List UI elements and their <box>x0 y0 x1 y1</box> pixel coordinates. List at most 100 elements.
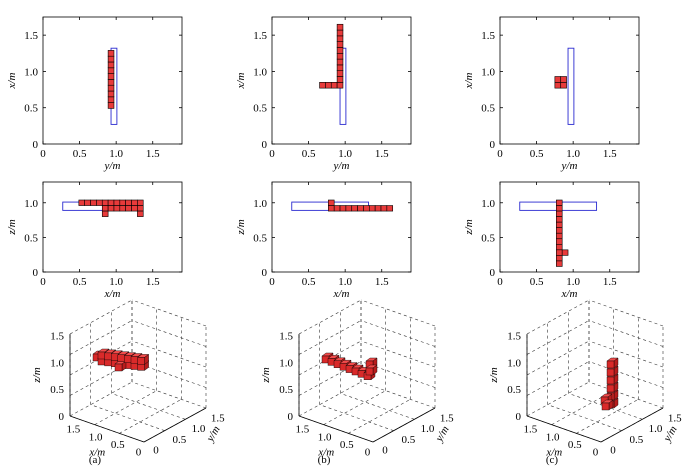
y-tick-label: 1.0 <box>481 66 495 78</box>
voxel-front <box>117 354 126 362</box>
y-tick-label: 0 <box>382 444 388 456</box>
data-cell <box>137 205 144 212</box>
data-cell <box>107 84 115 92</box>
data-cell <box>561 249 569 256</box>
y-tick-label: 0 <box>33 139 39 151</box>
y-axis-label: x/m <box>6 73 18 90</box>
floor-grid-line <box>588 381 664 409</box>
z-axis-label: z/m <box>488 367 500 383</box>
x-tick-label: 1.0 <box>338 148 352 160</box>
data-cell <box>357 205 364 212</box>
data-cell <box>556 244 563 251</box>
x-tick-label: 0 <box>269 148 275 160</box>
y-axis-line <box>143 407 207 443</box>
data-cell <box>556 221 563 228</box>
subplot-b-3d: 1.51.00.50x/m 00.51.01.5y/m00.51.01.5z/m(… <box>260 299 454 466</box>
data-cell <box>131 205 138 212</box>
x-tick-label: 0.5 <box>73 276 87 288</box>
data-cell <box>119 199 126 206</box>
floor-grid-line <box>90 404 165 431</box>
y-tick-label: 1.0 <box>481 198 495 210</box>
data-cell <box>556 205 563 212</box>
y-tick-label: 0.5 <box>401 434 415 446</box>
y-tick-label: 1.5 <box>253 30 267 42</box>
data-cell <box>336 82 344 89</box>
x-tick-label: 1.5 <box>146 276 160 288</box>
wall-grid-line <box>298 299 362 335</box>
z-tick-label: 1.5 <box>50 331 64 343</box>
x-tick-label: 1.5 <box>375 276 389 288</box>
x-axis-label: x/m <box>561 288 578 300</box>
data-cell <box>78 199 85 206</box>
z-axis-label: z/m <box>260 367 272 383</box>
y-tick-label: 1.0 <box>253 198 267 210</box>
y-axis-line <box>372 407 436 443</box>
data-cell <box>556 238 563 245</box>
x-tick-label: 0.5 <box>530 276 544 288</box>
data-cell <box>339 205 347 212</box>
data-cell <box>101 199 109 206</box>
y-tick-label: 0 <box>490 267 496 279</box>
x-tick-label: 0.5 <box>302 148 316 160</box>
x-tick-label: 1.5 <box>524 424 538 436</box>
x-tick-label: 1.0 <box>566 276 580 288</box>
data-cell <box>336 41 344 48</box>
data-cell <box>328 199 335 206</box>
x-tick-label: 0.5 <box>568 439 582 451</box>
data-cell <box>319 82 326 89</box>
y-axis-label: z/m <box>463 219 475 235</box>
y-tick-label: 1.5 <box>481 30 495 42</box>
voxel-front <box>97 351 106 360</box>
data-cell <box>560 82 567 89</box>
data-cell <box>107 90 115 98</box>
x-tick-label: 0.5 <box>111 439 125 451</box>
y-axis-label: z/m <box>6 219 18 235</box>
floor-grid-line <box>131 381 207 409</box>
y-tick-label: 1.5 <box>24 30 38 42</box>
x-axis-label: x/m <box>317 447 334 459</box>
wall-grid-line <box>588 320 664 347</box>
x-tick-label: 1.0 <box>109 276 123 288</box>
data-cell <box>330 82 338 89</box>
voxel-front <box>114 363 123 372</box>
data-cell <box>113 199 121 206</box>
data-cell <box>113 205 121 212</box>
x-tick-label: 1.5 <box>375 148 389 160</box>
x-tick-label: 0 <box>497 148 503 160</box>
data-cell <box>137 210 144 217</box>
data-cell <box>107 55 115 63</box>
wall-grid-line <box>360 340 436 368</box>
data-cell <box>560 76 567 83</box>
y-tick-label: 0.5 <box>253 103 267 115</box>
y-tick-label: 1.5 <box>440 413 454 425</box>
wall-grid-line <box>298 320 362 355</box>
data-cell <box>556 249 563 256</box>
y-tick-label: 0.5 <box>24 103 38 115</box>
data-cell <box>125 199 132 206</box>
plot-frame <box>499 181 640 273</box>
y-tick-label: 0.5 <box>24 232 38 244</box>
floor-grid-line <box>111 393 186 420</box>
voxel-front <box>606 384 615 393</box>
subplot-caption: (c) <box>546 454 559 466</box>
z-tick-label: 0.5 <box>279 384 293 396</box>
x-tick-label: 1.5 <box>67 424 81 436</box>
x-axis-label: x/m <box>88 447 105 459</box>
floor-grid-line <box>568 393 643 420</box>
subplot-c-3d: 1.51.00.50x/m 00.51.01.5y/m00.51.01.5z/m(… <box>488 299 682 466</box>
data-cell <box>363 205 370 212</box>
y-tick-label: 1.0 <box>253 66 267 78</box>
wall-grid-line <box>588 361 664 388</box>
x-tick-label: 0 <box>497 276 503 288</box>
x-tick-label: 0 <box>40 276 46 288</box>
x-tick-label: 0.5 <box>340 439 354 451</box>
data-cell <box>554 76 562 83</box>
wall-grid-line <box>588 340 664 368</box>
data-cell <box>368 205 376 212</box>
data-cell <box>101 210 109 217</box>
data-cell <box>107 50 115 57</box>
y-tick-label: 1.0 <box>421 423 435 435</box>
data-cell <box>556 232 563 240</box>
y-tick-label: 1.5 <box>211 413 225 425</box>
